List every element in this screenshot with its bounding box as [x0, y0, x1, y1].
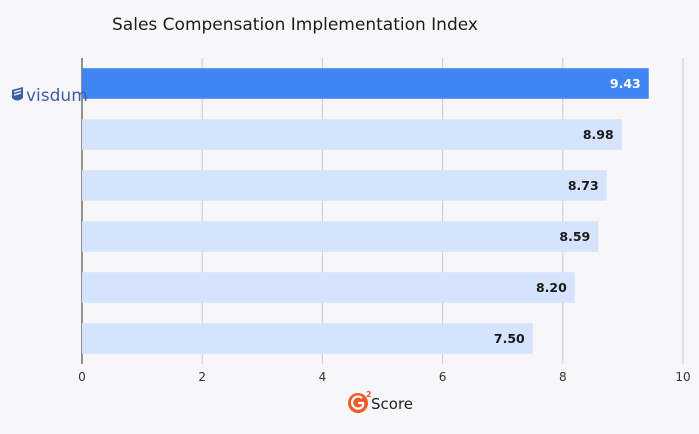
x-tick-label: 10	[675, 370, 690, 384]
x-tick-labels: 0 2 4 6 8 10	[78, 370, 690, 384]
value-label: 8.59	[559, 229, 590, 244]
bars	[82, 68, 649, 354]
x-tick-label: 4	[319, 370, 327, 384]
value-label: 8.98	[583, 127, 614, 142]
category-label-visdum: visdum	[12, 86, 88, 106]
bar	[82, 170, 607, 201]
grid-lines	[81, 58, 684, 364]
value-label: 8.73	[568, 178, 599, 193]
x-axis-label: 2 Score	[348, 390, 413, 413]
bar	[82, 323, 533, 354]
bar	[82, 221, 599, 252]
x-tick-label: 6	[439, 370, 447, 384]
x-tick-label: 2	[198, 370, 206, 384]
x-tick-label: 8	[559, 370, 567, 384]
category-label-text: visdum	[26, 86, 88, 106]
g2-superscript: 2	[366, 390, 372, 399]
value-label: 7.50	[494, 331, 525, 346]
bar	[82, 68, 649, 99]
bar	[82, 272, 575, 303]
x-axis-label-text: Score	[371, 395, 413, 413]
value-label: 8.20	[536, 280, 567, 295]
bar	[82, 119, 622, 150]
value-label: 9.43	[610, 76, 641, 91]
value-labels: 9.43 8.98 8.73 8.59 8.20 7.50	[494, 76, 641, 346]
chart-title: Sales Compensation Implementation Index	[112, 15, 478, 35]
x-tick-label: 0	[78, 370, 86, 384]
